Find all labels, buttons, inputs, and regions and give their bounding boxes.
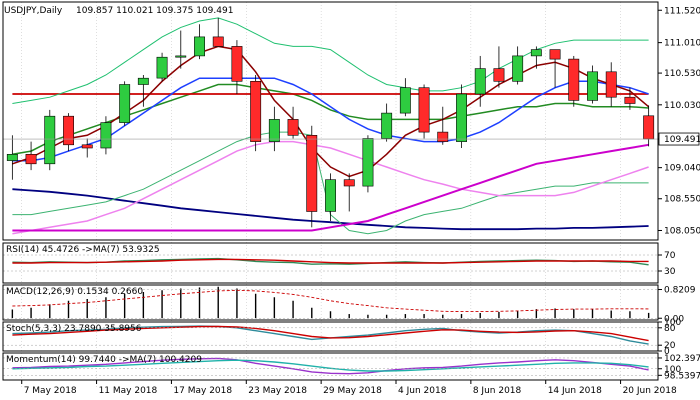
candle-body — [137, 77, 149, 85]
candle-body — [325, 179, 336, 212]
panel-label: Momentum(14) 99.7440 ->MA(7) 100.4209 — [6, 355, 202, 365]
x-tick-label: 7 May 2018 — [24, 386, 77, 396]
panel-tick-label: 100 — [664, 318, 681, 328]
indicator-panel — [3, 325, 658, 346]
candle-body — [306, 135, 318, 212]
candle-body — [268, 119, 280, 142]
indicator-line — [12, 359, 649, 372]
x-tick-label: 17 May 2018 — [173, 386, 232, 396]
panel-label: Stoch(5,3,3) 23.7890 35.8956 — [6, 324, 142, 334]
panel-frame — [2, 242, 659, 284]
candle-body — [493, 68, 505, 82]
candle-body — [81, 144, 93, 149]
overlay-line — [12, 140, 649, 235]
candle-body — [549, 49, 561, 60]
candle-body — [100, 122, 112, 149]
candle-body — [175, 55, 187, 58]
panel-label: RSI(14) 45.4726 ->MA(7) 53.9325 — [6, 245, 160, 255]
panel-tick-label: 100 — [664, 365, 681, 375]
candle-body — [343, 179, 355, 187]
overlay-line — [12, 45, 650, 178]
panel-tick-label: 30 — [664, 267, 676, 277]
panel-tick-label: 0.8209 — [664, 286, 696, 296]
indicator-panels — [3, 254, 658, 376]
candle-body — [437, 131, 449, 142]
grid-layer — [21, 2, 621, 388]
candle-body — [512, 55, 524, 82]
candle-body — [474, 68, 486, 95]
overlay-line — [12, 83, 649, 156]
panel-tick-label: 80 — [664, 324, 676, 334]
candle-body — [381, 112, 393, 139]
candle-body — [194, 36, 205, 57]
overlay-line — [12, 188, 649, 231]
candle-body — [44, 115, 56, 165]
price-panel-frame — [2, 1, 659, 241]
candle-body — [568, 58, 580, 101]
panel-label: MACD(12,26,9) 0.1534 0.2660 — [6, 287, 143, 297]
x-tick-label: 14 Jun 2018 — [548, 386, 602, 396]
price-tick-label: 108.550 — [664, 195, 700, 205]
candle-body — [624, 96, 636, 104]
candle-body — [250, 81, 262, 142]
panel-tick-label: 0.00 — [664, 314, 684, 324]
candle-body — [156, 56, 168, 79]
candle-body — [605, 71, 617, 98]
panel-frame — [2, 284, 659, 321]
panel-tick-label: 20 — [664, 341, 676, 351]
price-panel — [3, 17, 658, 235]
indicator-panel — [3, 357, 658, 376]
candle-body — [418, 87, 430, 133]
panel-tick-label: 102.3978 — [664, 354, 700, 364]
panel-tick-label: 98.5397 — [664, 371, 700, 381]
candle-body — [212, 36, 224, 47]
x-tick-label: 4 Jun 2018 — [398, 386, 447, 396]
candle-body — [399, 87, 411, 114]
candle-body — [6, 154, 18, 161]
panel-tick-label: 70 — [664, 251, 676, 261]
x-tick-label: 11 May 2018 — [99, 386, 158, 396]
candle-body — [25, 154, 37, 165]
price-tick-label: 109.491 — [664, 135, 700, 145]
x-tick-label: 20 Jun 2018 — [623, 386, 677, 396]
indicator-line — [12, 258, 649, 264]
candle-body — [587, 71, 599, 101]
price-tick-label: 111.520 — [664, 6, 700, 16]
overlay-line — [12, 77, 649, 162]
x-tick-label: 29 May 2018 — [323, 386, 382, 396]
indicator-line — [12, 325, 649, 342]
candle-body — [643, 115, 655, 140]
panel-frame — [2, 352, 659, 381]
candle-body — [63, 115, 75, 146]
indicator-panel — [3, 254, 658, 272]
panel-tick-label: 0 — [664, 347, 670, 357]
x-tick-label: 23 May 2018 — [248, 386, 307, 396]
indicator-panel — [3, 286, 658, 319]
candle-body — [231, 46, 243, 82]
price-tick-label: 111.010 — [664, 39, 700, 49]
price-tick-label: 109.040 — [664, 164, 700, 174]
candle-body — [287, 119, 299, 136]
x-tick-label: 8 Jun 2018 — [473, 386, 522, 396]
panel-frame — [2, 321, 659, 352]
overlay-line — [12, 143, 649, 232]
current-price-box — [658, 132, 700, 146]
price-tick-label: 108.050 — [664, 226, 700, 236]
macd-signal-line — [12, 289, 649, 313]
candle-body — [362, 138, 374, 187]
candle-body — [530, 49, 542, 57]
price-tick-label: 110.030 — [664, 101, 700, 111]
price-tick-label: 110.530 — [664, 69, 700, 79]
candle-body — [456, 93, 467, 142]
ohlc-label: 109.857 110.021 109.375 109.491 — [76, 6, 233, 16]
indicator-line — [12, 357, 649, 375]
overlay-line — [12, 17, 649, 104]
symbol-label: USDJPY,Daily — [4, 6, 63, 16]
candle-body — [119, 84, 131, 123]
